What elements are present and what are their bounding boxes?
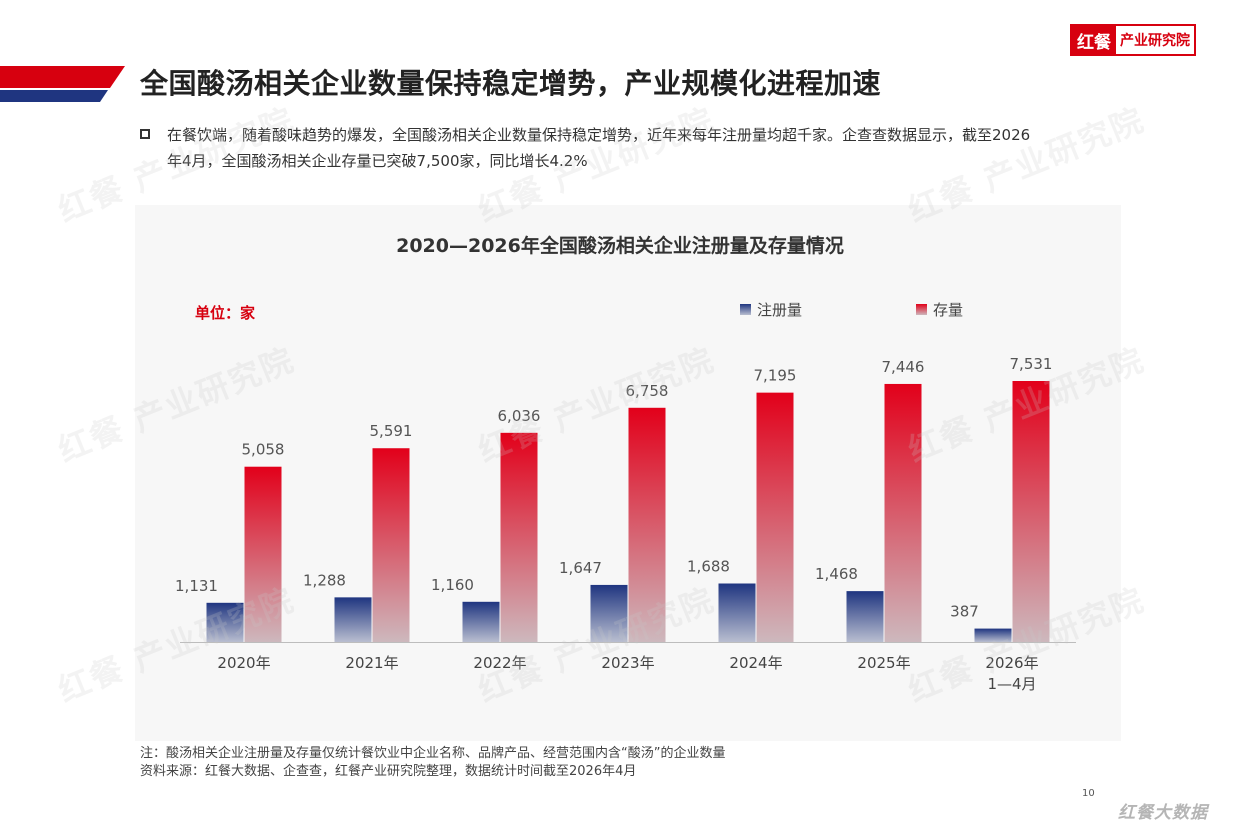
- data-label: 6,036: [498, 407, 541, 425]
- chart-title: 2020—2026年全国酸汤相关企业注册量及存量情况: [396, 235, 844, 257]
- page-number: 10: [1082, 788, 1095, 799]
- logo-text: 产业研究院: [1120, 33, 1190, 49]
- legend-item-registrations: 注册量: [740, 299, 802, 320]
- bullet-square: [140, 129, 150, 139]
- bar-stock: [756, 392, 794, 642]
- legend-swatch: [740, 304, 751, 315]
- brand-logo: 红餐 产业研究院: [1070, 24, 1196, 56]
- data-label: 387: [950, 603, 979, 621]
- bar-stock: [1012, 381, 1050, 642]
- data-label: 7,531: [1010, 355, 1053, 373]
- data-label: 7,195: [754, 367, 797, 385]
- data-label: 1,288: [303, 571, 346, 589]
- data-label: 1,468: [815, 565, 858, 583]
- bar-registrations: [206, 602, 244, 642]
- page-title: 全国酸汤相关企业数量保持稳定增势，产业规模化进程加速: [140, 67, 882, 100]
- body-paragraph-line: 年4月，全国酸汤相关企业存量已突破7,500家，同比增长4.2%: [167, 152, 588, 170]
- data-label: 1,688: [687, 557, 730, 575]
- legend-label: 注册量: [757, 301, 803, 319]
- data-source: 资料来源：红餐大数据、企查查，红餐产业研究院整理，数据统计时间截至2026年4月: [140, 764, 637, 779]
- data-label: 5,058: [242, 441, 285, 459]
- data-label: 7,446: [882, 358, 925, 376]
- chart-note: 注：酸汤相关企业注册量及存量仅统计餐饮业中企业名称、品牌产品、经营范围内含“酸汤…: [140, 746, 726, 761]
- x-tick-label: 2024年: [729, 654, 782, 672]
- chart-panel: [135, 205, 1121, 741]
- bar-registrations: [718, 583, 756, 642]
- data-label: 1,131: [175, 577, 218, 595]
- bar-stock: [884, 383, 922, 642]
- bar-registrations: [974, 628, 1012, 642]
- logo-mark: 红餐: [1072, 26, 1116, 54]
- x-tick-label: 2025年: [857, 654, 910, 672]
- x-tick-label: 1—4月: [987, 675, 1036, 693]
- bar-registrations: [846, 591, 884, 642]
- x-tick-label: 2020年: [217, 654, 270, 672]
- bar-stock: [628, 407, 666, 642]
- bar-stock: [372, 448, 410, 642]
- brand-watermark: 红餐大数据: [1118, 803, 1208, 823]
- footnote-block: 注：酸汤相关企业注册量及存量仅统计餐饮业中企业名称、品牌产品、经营范围内含“酸汤…: [140, 745, 725, 781]
- data-label: 5,591: [370, 422, 413, 440]
- x-tick-label: 2023年: [601, 654, 654, 672]
- legend-label: 存量: [933, 301, 964, 319]
- x-tick-label: 2026年: [985, 654, 1038, 672]
- bar-registrations: [590, 584, 628, 642]
- data-label: 1,160: [431, 576, 474, 594]
- bar-stock: [500, 432, 538, 642]
- x-tick-label: 2021年: [345, 654, 398, 672]
- title-accent-bar: [0, 66, 125, 102]
- legend-swatch: [916, 304, 927, 315]
- data-label: 6,758: [626, 382, 669, 400]
- chart-unit-label: 单位：家: [195, 304, 256, 322]
- bar-registrations: [462, 601, 500, 642]
- body-paragraph-line: 在餐饮端，随着酸味趋势的爆发，全国酸汤相关企业数量保持稳定增势，近年来每年注册量…: [167, 126, 1031, 144]
- body-paragraph: 在餐饮端，随着酸味趋势的爆发，全国酸汤相关企业数量保持稳定增势，近年来每年注册量…: [167, 122, 1112, 174]
- bar-stock: [244, 466, 282, 642]
- legend-item-stock: 存量: [916, 299, 963, 320]
- bar-registrations: [334, 597, 372, 642]
- x-tick-label: 2022年: [473, 654, 526, 672]
- data-label: 1,647: [559, 559, 602, 577]
